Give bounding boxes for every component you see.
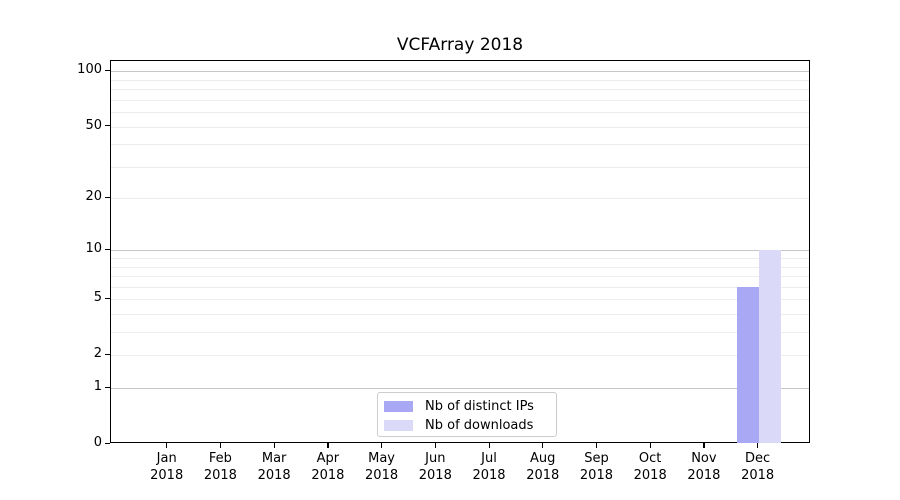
minor-gridline: [111, 286, 809, 288]
legend-swatch-icon: [384, 420, 413, 431]
x-tick-month: Jul: [481, 451, 497, 466]
x-tick-month: Aug: [530, 451, 556, 466]
minor-gridline: [111, 299, 809, 301]
x-tick-year: 2018: [418, 468, 452, 483]
legend-label: Nb of downloads: [425, 418, 534, 433]
x-tick-year: 2018: [311, 468, 345, 483]
x-tick-label: Aug 2018: [511, 450, 575, 484]
x-tick-label: Jan 2018: [135, 450, 199, 484]
x-tick-month: Mar: [261, 451, 287, 466]
y-tick-label: 20: [85, 189, 102, 205]
x-tick-mark: [219, 443, 222, 448]
x-tick-label: May 2018: [350, 450, 414, 484]
x-tick-month: Nov: [691, 451, 717, 466]
x-tick-mark: [434, 443, 436, 448]
x-tick-year: 2018: [365, 468, 399, 483]
x-tick-year: 2018: [526, 468, 560, 483]
x-tick-mark: [381, 443, 383, 448]
major-gridline: [111, 71, 809, 73]
x-tick-month: May: [368, 451, 396, 466]
x-tick-year: 2018: [579, 468, 613, 483]
x-tick-mark: [649, 443, 651, 448]
y-tick-label: 1: [93, 379, 102, 395]
x-tick-label: Jul 2018: [457, 450, 521, 484]
minor-gridline: [111, 126, 809, 128]
y-tick-mark: [105, 69, 110, 72]
y-tick-label: 10: [85, 241, 102, 257]
y-tick-mark: [105, 248, 110, 251]
y-tick-label: 5: [93, 290, 102, 306]
major-gridline: [111, 250, 809, 252]
minor-gridline: [111, 266, 809, 268]
x-tick-year: 2018: [203, 468, 237, 483]
x-tick-month: Dec: [745, 451, 771, 466]
y-tick-mark: [105, 297, 110, 300]
x-tick-year: 2018: [687, 468, 721, 483]
x-tick-mark: [703, 443, 705, 448]
bar-downloads: [758, 250, 781, 443]
x-tick-label: Mar 2018: [242, 450, 306, 484]
x-tick-mark: [595, 443, 598, 448]
minor-gridline: [111, 314, 809, 316]
minor-gridline: [111, 79, 809, 81]
minor-gridline: [111, 112, 809, 114]
x-tick-label: Feb 2018: [188, 450, 252, 484]
x-tick-mark: [327, 443, 329, 448]
x-tick-year: 2018: [472, 468, 506, 483]
chart-title: VCFArray 2018: [396, 35, 524, 55]
x-tick-mark: [166, 443, 168, 448]
legend-item: Nb of distinct IPs: [384, 399, 556, 414]
x-tick-label: Jun 2018: [403, 450, 467, 484]
minor-gridline: [111, 166, 809, 168]
x-tick-mark: [542, 443, 544, 448]
minor-gridline: [111, 89, 809, 91]
minor-gridline: [111, 99, 809, 101]
y-tick-label: 2: [93, 346, 102, 362]
legend: Nb of distinct IPs Nb of downloads: [377, 392, 557, 437]
y-tick-mark: [105, 125, 110, 127]
legend-label: Nb of distinct IPs: [425, 399, 534, 414]
y-tick-mark: [105, 353, 110, 355]
x-tick-month: Jan: [156, 451, 177, 466]
x-tick-year: 2018: [741, 468, 775, 483]
y-tick-label: 100: [77, 62, 102, 78]
x-tick-year: 2018: [150, 468, 184, 483]
plot-area: [110, 60, 810, 443]
minor-gridline: [111, 258, 809, 260]
minor-gridline: [111, 144, 809, 146]
bar-distinct-ips: [736, 286, 759, 443]
x-tick-label: Dec 2018: [726, 450, 790, 484]
x-tick-month: Apr: [316, 451, 340, 466]
x-tick-year: 2018: [257, 468, 291, 483]
y-tick-mark: [105, 386, 110, 388]
y-tick-mark: [105, 196, 110, 198]
x-tick-mark: [757, 443, 759, 448]
y-tick-label: 0: [93, 435, 102, 450]
minor-gridline: [111, 276, 809, 278]
legend-item: Nb of downloads: [384, 418, 556, 433]
x-tick-mark: [273, 443, 275, 448]
minor-gridline: [111, 332, 809, 334]
y-tick-mark: [105, 442, 110, 444]
legend-swatch-icon: [384, 401, 413, 412]
x-tick-label: Oct 2018: [618, 450, 682, 484]
x-tick-label: Apr 2018: [296, 450, 360, 484]
x-tick-label: Nov 2018: [672, 450, 736, 484]
x-tick-month: Feb: [208, 451, 232, 466]
x-tick-mark: [488, 443, 490, 448]
minor-gridline: [111, 198, 809, 200]
x-tick-month: Sep: [584, 451, 609, 466]
x-tick-year: 2018: [633, 468, 667, 483]
x-tick-month: Oct: [638, 451, 662, 466]
minor-gridline: [111, 355, 809, 357]
x-tick-month: Jun: [425, 451, 446, 466]
x-tick-label: Sep 2018: [564, 450, 628, 484]
y-tick-label: 50: [85, 117, 102, 133]
major-gridline: [111, 388, 809, 390]
